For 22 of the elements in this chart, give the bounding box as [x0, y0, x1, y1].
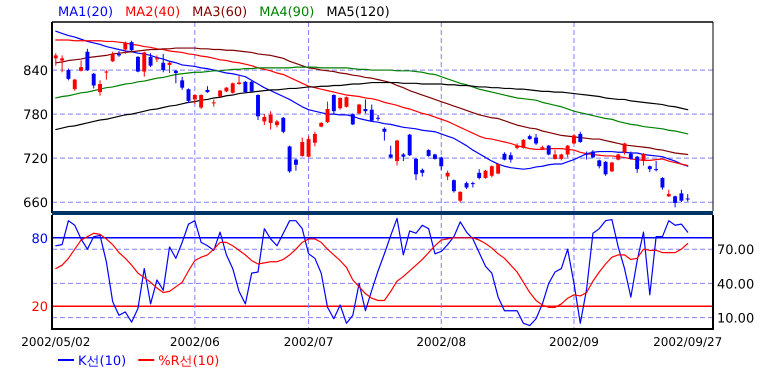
legend-label: %R선(10): [158, 354, 220, 369]
legend-label: K선(10): [78, 354, 126, 369]
y-tick-label: 10.00: [717, 312, 754, 327]
x-tick-label: 2002/06: [170, 335, 220, 349]
y-tick-label: 720: [23, 152, 48, 168]
y-tick-label: 780: [23, 108, 48, 124]
text: MA4(90): [259, 5, 314, 20]
x-tick-label: 2002/07: [284, 335, 334, 349]
ref-line-label: 20: [31, 300, 48, 316]
y-tick-label: 660: [23, 196, 48, 212]
y-tick-label: 840: [23, 64, 48, 80]
ref-line-label: 80: [31, 232, 48, 247]
series-label: MA2(40): [125, 5, 180, 20]
y-tick-label: 40.00: [717, 277, 754, 292]
x-tick-label: 2002/05/02: [21, 335, 90, 349]
x-tick-label: 2002/09/27: [653, 335, 722, 349]
series-label: MA1(20): [58, 5, 114, 20]
text: MA5(120): [326, 5, 390, 20]
y-tick-label: 70.00: [717, 243, 754, 258]
x-tick-label: 2002/08: [416, 335, 466, 349]
x-tick-label: 2002/09: [549, 335, 599, 349]
text: MA3(60): [192, 5, 248, 20]
